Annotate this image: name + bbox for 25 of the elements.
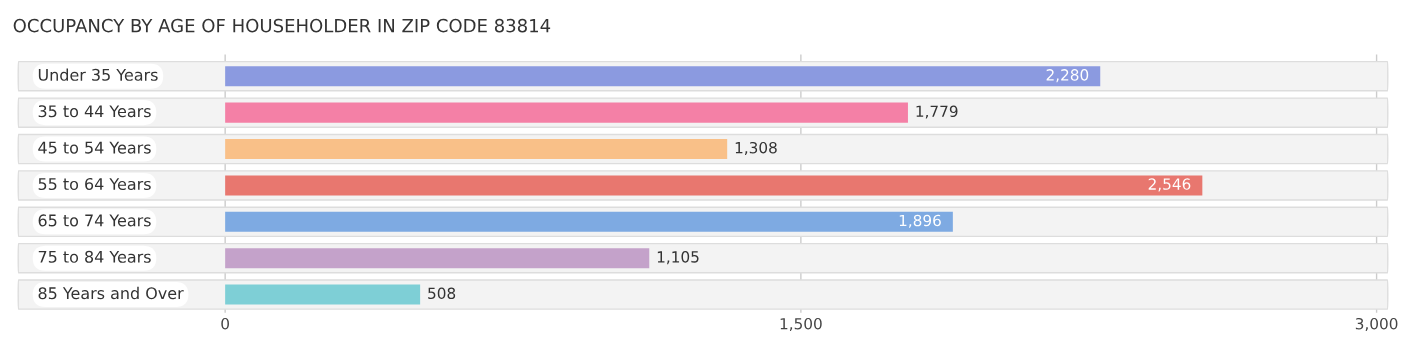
y-tick-label: Under 35 Years [38,68,158,81]
y-tick-label: 65 to 74 Years [38,214,151,227]
bar [225,284,421,305]
bar [225,175,1203,196]
data-label: 2,546 [1148,178,1191,192]
x-tick-label: 1,500 [780,317,822,332]
y-tick-label: 75 to 84 Years [38,250,151,263]
data-label: 1,105 [657,251,699,265]
data-label: 1,779 [916,105,958,119]
bar [225,66,1101,87]
data-label: 2,280 [1046,69,1089,83]
bar [225,102,908,123]
x-tick-label: 3,000 [1355,317,1398,332]
data-label: 1,308 [735,141,777,156]
y-tick-label: 45 to 54 Years [38,141,151,154]
chart-title: OCCUPANCY BY AGE OF HOUSEHOLDER IN ZIP CODE 83814 [13,18,551,33]
y-tick-label: 55 to 64 Years [38,177,151,191]
y-tick-label: 85 Years and Over [38,286,184,300]
bar [225,139,728,160]
bar [225,248,650,269]
data-label: 1,896 [899,214,941,228]
bar [225,211,953,232]
y-tick-label: 35 to 44 Years [38,105,151,118]
x-tick-label: 0 [221,317,229,330]
data-label: 508 [428,287,456,300]
